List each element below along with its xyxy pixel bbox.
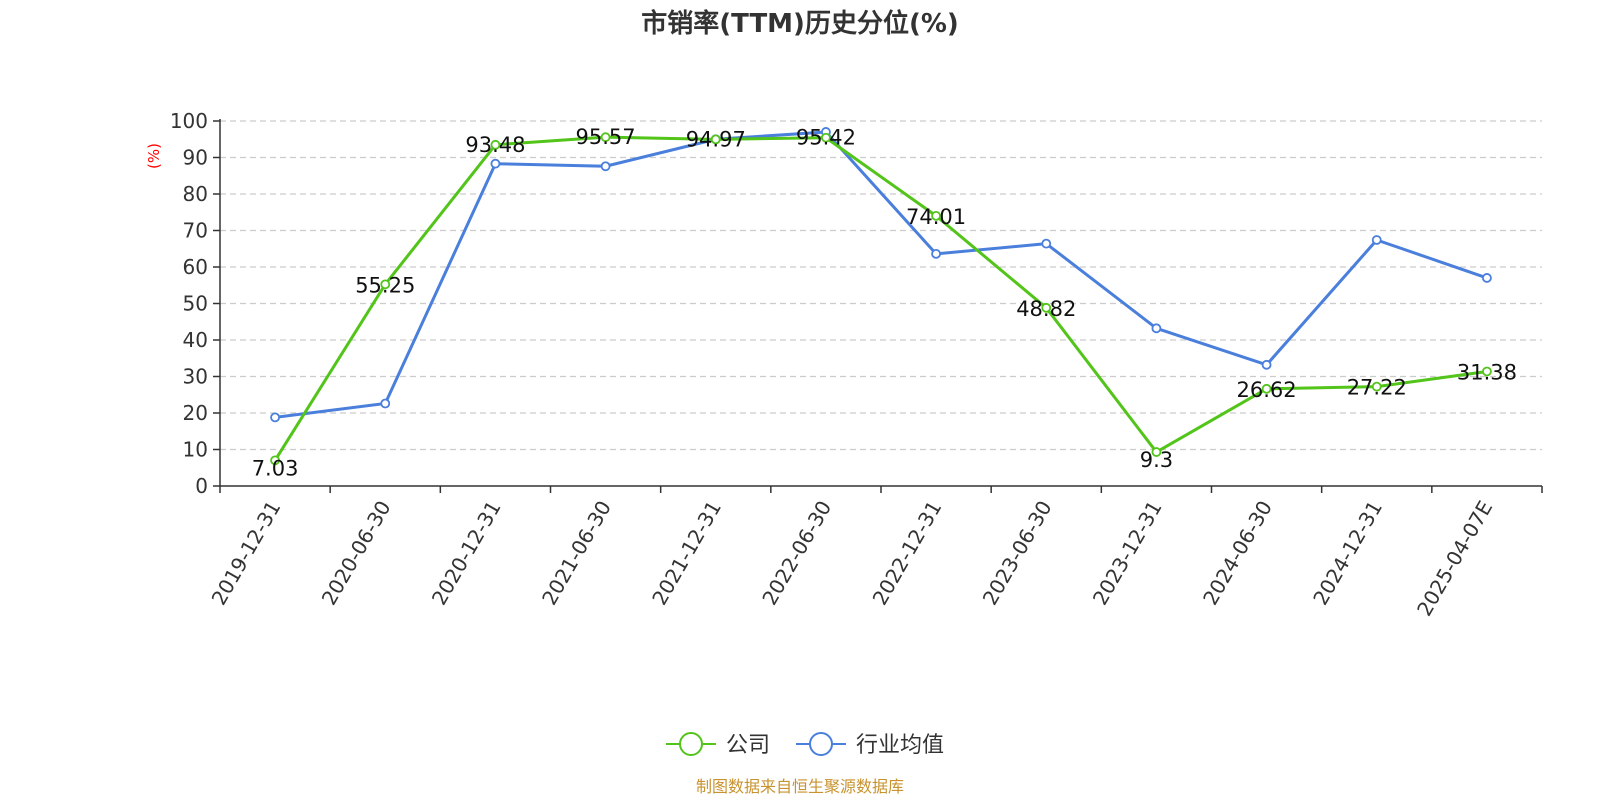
data-point[interactable] <box>600 132 611 143</box>
data-point[interactable] <box>1261 359 1272 370</box>
x-tick-label: 2021-06-30 <box>537 497 616 610</box>
series-line <box>274 130 1488 419</box>
series-1 <box>270 127 1492 423</box>
x-tick-label: 2024-12-31 <box>1308 497 1387 610</box>
series-layer <box>270 127 1492 466</box>
y-tick-label: 80 <box>183 182 208 206</box>
legend[interactable]: 公司 行业均值 <box>666 732 944 758</box>
y-tick-label: 10 <box>183 438 208 462</box>
y-axis-label: (%) <box>145 143 163 169</box>
data-point[interactable] <box>1482 273 1492 283</box>
data-point[interactable] <box>490 139 501 150</box>
y-tick-label: 20 <box>183 401 208 425</box>
data-point[interactable] <box>1151 447 1162 457</box>
data-point[interactable] <box>821 132 831 143</box>
data-labels: 7.03 55.25 93.48 95.57 94.97 95.42 74.01 48.82 9… <box>252 125 1517 480</box>
data-point[interactable] <box>600 161 611 172</box>
series-0 <box>270 132 1492 466</box>
grid-lines <box>220 120 1542 451</box>
data-label: 7.03 <box>252 456 299 480</box>
series-line <box>273 135 1488 462</box>
data-point[interactable] <box>1371 381 1382 392</box>
data-point[interactable] <box>1151 323 1162 334</box>
data-label: 27.22 <box>1347 376 1407 400</box>
data-label: 95.57 <box>576 125 636 149</box>
data-point[interactable] <box>1261 383 1272 394</box>
chart-title: 市销率(TTM)历史分位(%) <box>641 8 959 39</box>
legend-marker-icon <box>679 732 703 756</box>
legend-item-0[interactable]: 公司 <box>666 732 770 758</box>
x-tick-label: 2020-06-30 <box>317 497 396 610</box>
data-label: 94.97 <box>686 127 746 151</box>
data-point[interactable] <box>270 455 280 466</box>
data-point[interactable] <box>1041 302 1052 313</box>
legend-item-1[interactable]: 行业均值 <box>796 732 944 758</box>
x-tick-label: 2022-12-31 <box>868 497 947 610</box>
data-label: 9.3 <box>1140 448 1173 472</box>
y-tick-label: 0 <box>195 474 208 498</box>
source-note: 制图数据来自恒生聚源数据库 <box>696 777 904 796</box>
legend-label: 行业均值 <box>856 733 944 758</box>
legend-label: 公司 <box>726 733 770 758</box>
y-tick-label: 60 <box>183 255 208 279</box>
axes: 0 10 20 30 40 50 60 70 80 90 100 2019-12-31 2020-06-… <box>170 109 1543 621</box>
data-label: 55.25 <box>355 273 415 297</box>
y-tick-label: 40 <box>183 328 208 352</box>
data-point[interactable] <box>270 412 280 423</box>
x-tick-label: 2023-06-30 <box>978 497 1057 610</box>
y-tick-label: 50 <box>183 292 208 316</box>
y-tick-label: 100 <box>170 109 208 133</box>
x-tick-label: 2020-12-31 <box>427 497 506 610</box>
x-tick-label: 2022-06-30 <box>757 497 836 610</box>
y-tick-label: 30 <box>183 365 208 389</box>
x-tick-label: 2025-04-07E <box>1412 497 1497 621</box>
x-tick-label: 2023-12-31 <box>1088 497 1167 610</box>
data-point[interactable] <box>931 210 941 221</box>
data-point[interactable] <box>1371 235 1382 245</box>
x-tick-label: 2019-12-31 <box>207 497 286 610</box>
y-tick-label: 70 <box>183 219 208 243</box>
data-label: 95.42 <box>796 126 856 150</box>
data-label: 48.82 <box>1016 297 1076 321</box>
y-tick-label: 90 <box>183 146 208 170</box>
data-point[interactable] <box>1482 366 1492 377</box>
data-point[interactable] <box>380 398 391 409</box>
data-label: 74.01 <box>906 205 966 229</box>
legend-marker-icon <box>809 732 833 756</box>
data-point[interactable] <box>490 158 501 169</box>
x-tick-label: 2021-12-31 <box>647 497 726 610</box>
data-point[interactable] <box>380 279 391 290</box>
data-label: 31.38 <box>1457 360 1517 384</box>
data-label: 93.48 <box>465 133 525 157</box>
x-tick-label: 2024-06-30 <box>1198 497 1277 610</box>
data-label: 26.62 <box>1237 378 1297 402</box>
data-point[interactable] <box>710 134 721 145</box>
data-point[interactable] <box>1041 238 1052 249</box>
data-point[interactable] <box>931 248 941 259</box>
